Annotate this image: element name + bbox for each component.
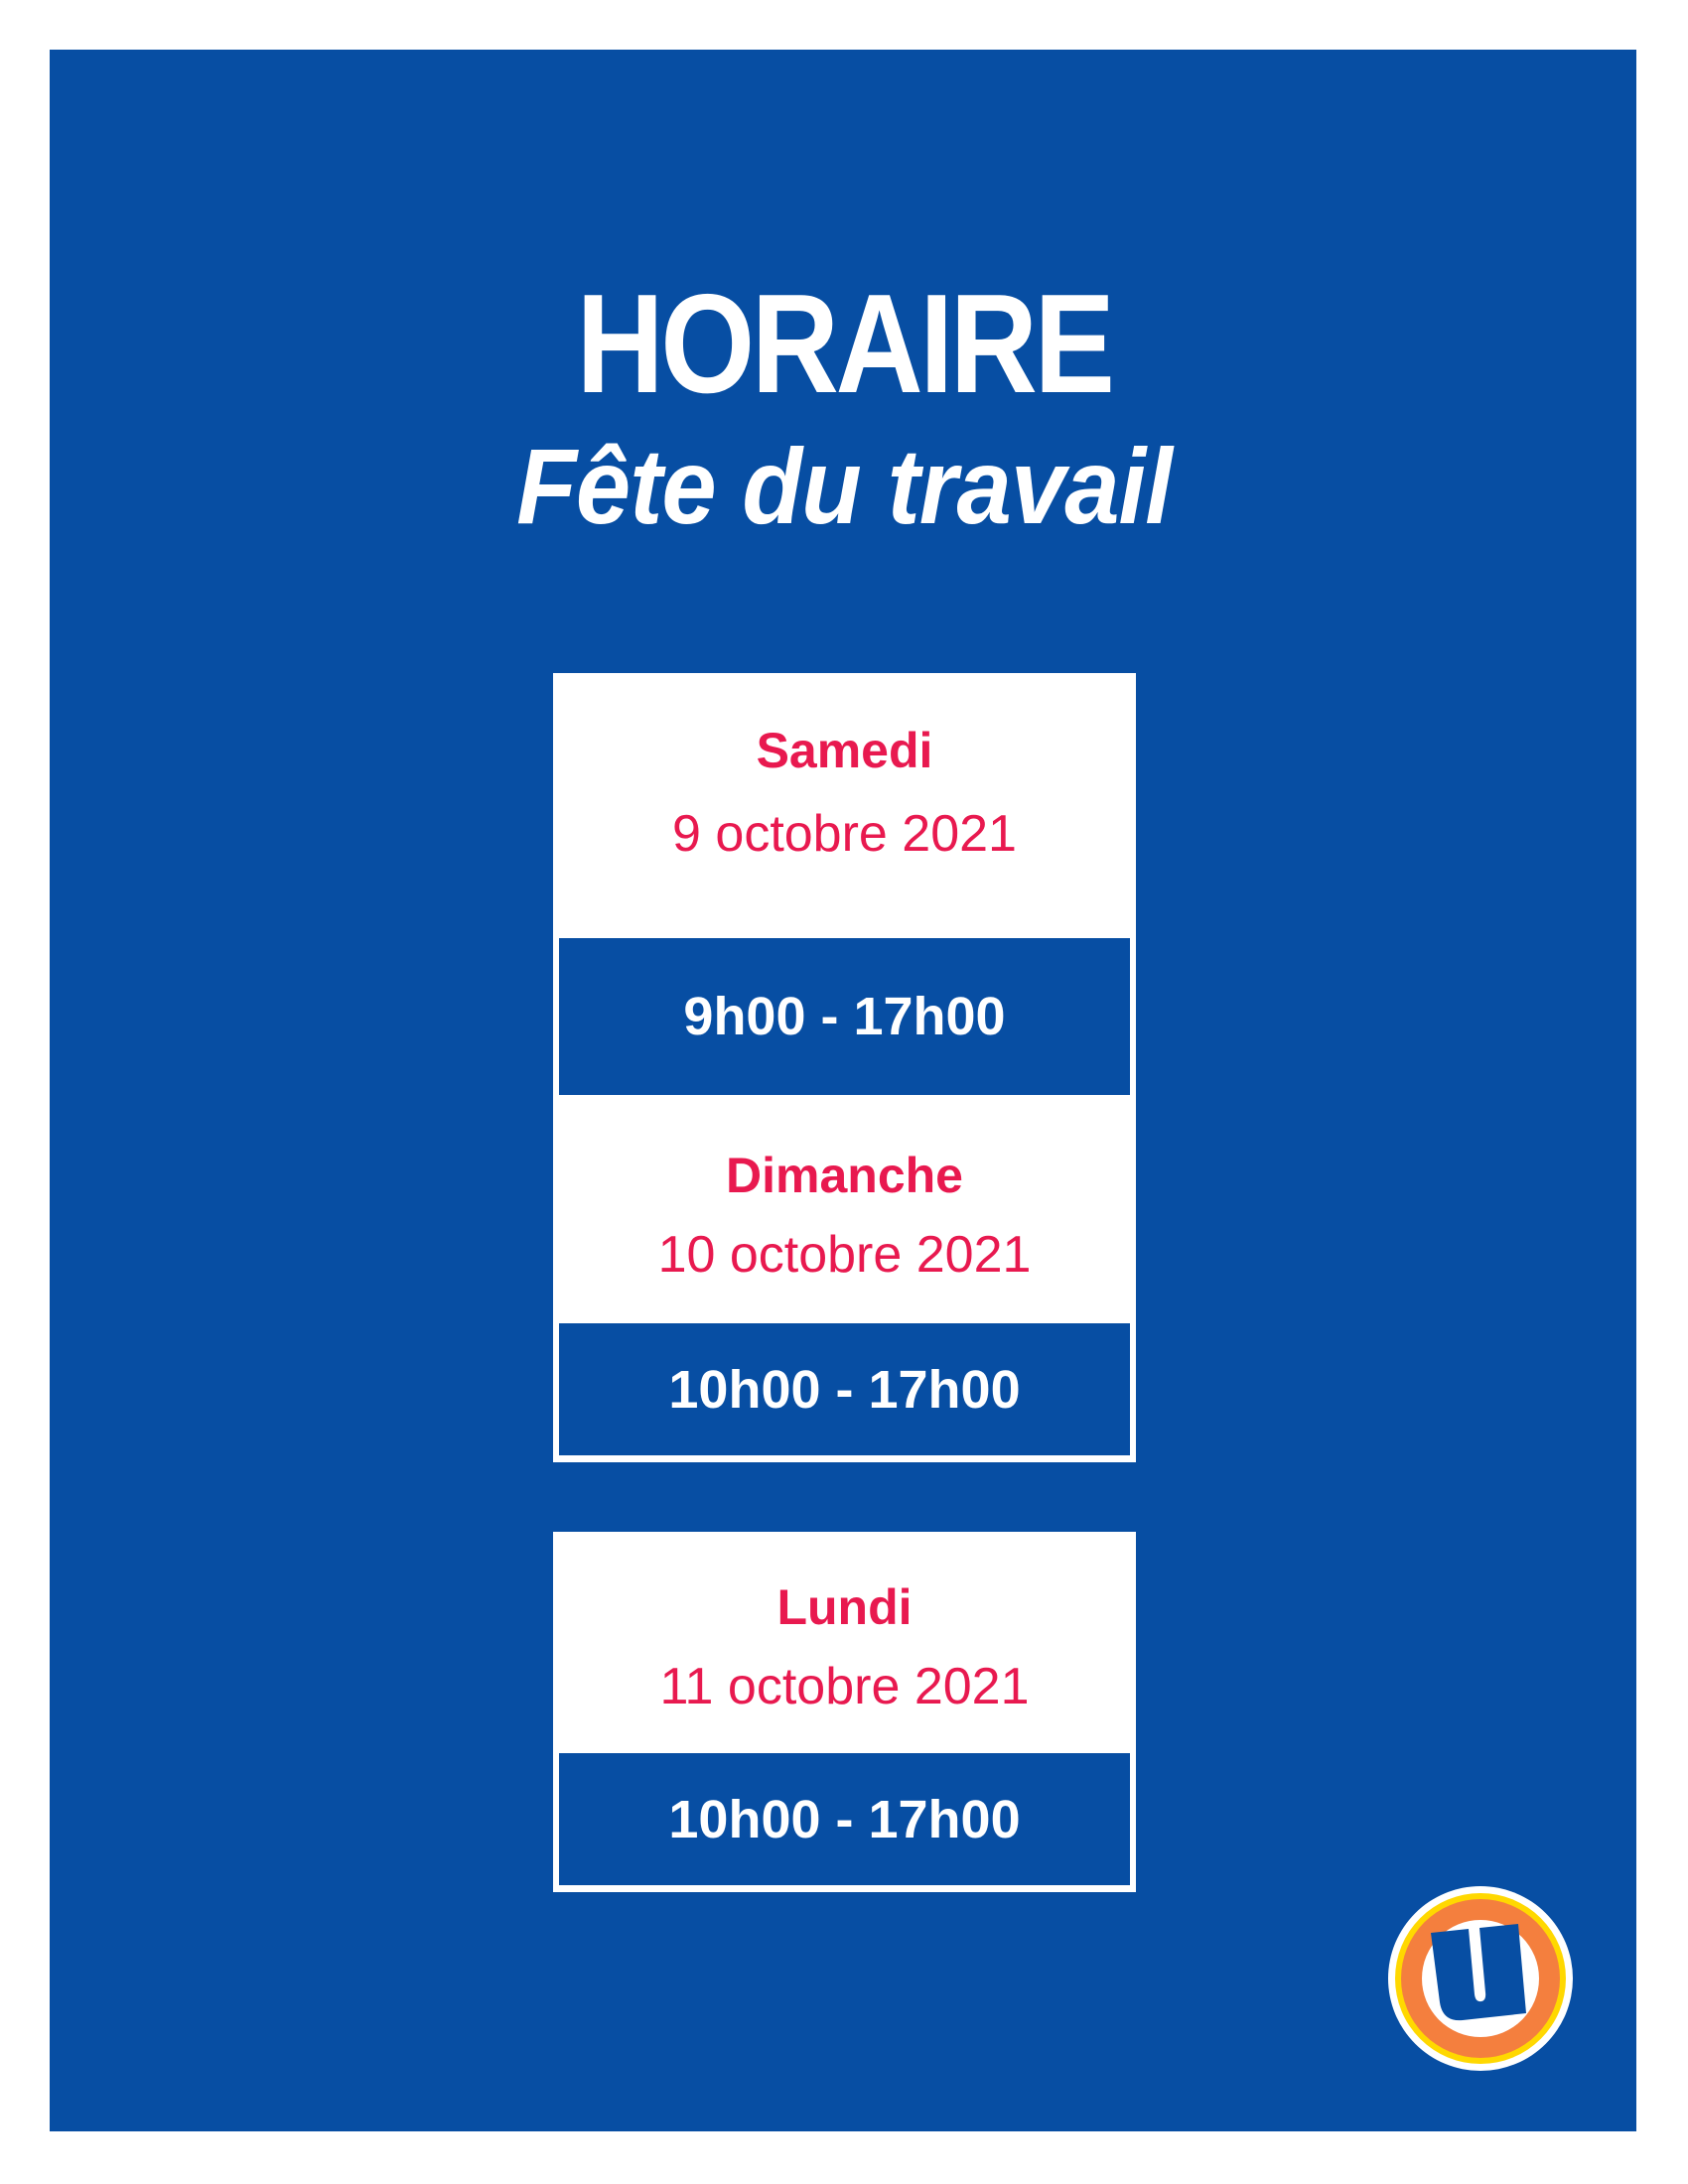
date-label: 11 octobre 2021 [659,1658,1030,1715]
day-label: Samedi [756,723,933,778]
page-title: HORAIRE [576,265,1114,423]
day-label: Lundi [776,1579,913,1635]
schedule-card-sunday: Dimanche 10 octobre 2021 10h00 - 17h00 [553,1100,1136,1462]
schedule-card-saturday: Samedi 9 octobre 2021 9h00 - 17h00 [553,673,1136,1102]
date-label: 9 octobre 2021 [672,805,1017,863]
u-logo-icon [1388,1886,1573,2071]
hours-label: 10h00 - 17h00 [668,1789,1021,1849]
hours-band: 10h00 - 17h00 [559,1753,1130,1885]
schedule-card-monday: Lundi 11 octobre 2021 10h00 - 17h00 [553,1532,1136,1892]
hours-label: 9h00 - 17h00 [683,987,1006,1046]
date-label: 10 octobre 2021 [657,1226,1032,1284]
day-label: Dimanche [726,1148,963,1203]
hours-band: 10h00 - 17h00 [559,1323,1130,1455]
page-subtitle: Fête du travail [516,426,1173,546]
hours-label: 10h00 - 17h00 [668,1359,1021,1420]
hours-band: 9h00 - 17h00 [559,938,1130,1095]
